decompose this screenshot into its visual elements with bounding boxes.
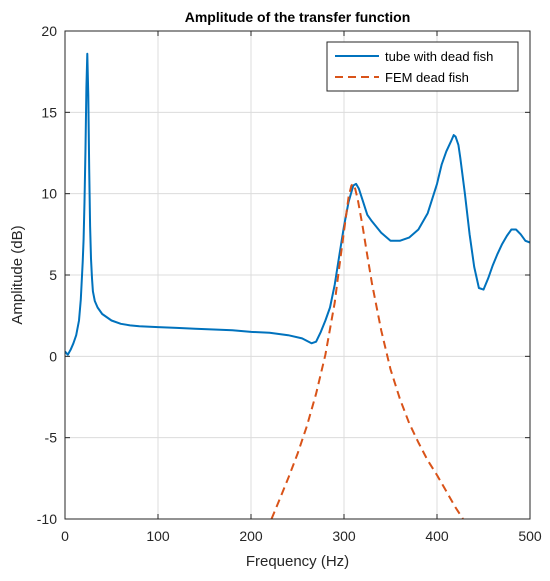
x-tick-label: 200 [239,528,263,544]
x-tick-label: 100 [146,528,170,544]
legend-box [326,41,519,92]
legend-label-tube-with-dead-fish: tube with dead fish [385,49,493,64]
y-tick-label: -10 [37,511,57,527]
chart-title: Amplitude of the transfer function [185,9,411,25]
y-tick-label: 15 [41,104,57,120]
x-tick-label: 400 [425,528,449,544]
y-axis-label: Amplitude (dB) [9,225,26,324]
x-tick-label: 300 [332,528,356,544]
legend: tube with dead fish FEM dead fish [326,41,519,92]
x-tick-label: 500 [518,528,542,544]
y-tick-label: 10 [41,186,57,202]
x-axis-label: Frequency (Hz) [246,553,349,570]
x-axis-ticks: 0 100 200 300 400 500 [61,31,542,544]
series-layer [65,52,530,519]
y-tick-label: 5 [49,267,57,283]
y-tick-label: 20 [41,23,57,39]
y-tick-label: -5 [45,430,58,446]
series-line-fem-dead-fish [270,182,464,519]
y-tick-label: 0 [49,348,57,364]
legend-label-fem-dead-fish: FEM dead fish [385,70,469,85]
y-axis-ticks: -10 -5 0 5 10 15 20 [37,23,530,527]
series-line-tube-with-dead-fish [65,52,530,356]
x-tick-label: 0 [61,528,69,544]
grid-lines [65,31,530,519]
